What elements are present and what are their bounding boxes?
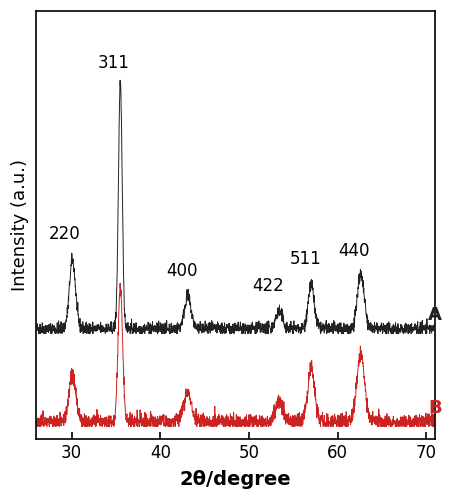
X-axis label: 2θ/degree: 2θ/degree — [180, 470, 291, 489]
Text: B: B — [428, 399, 442, 417]
Text: 220: 220 — [49, 225, 80, 243]
Text: A: A — [428, 306, 442, 324]
Text: 440: 440 — [338, 242, 370, 260]
Text: 511: 511 — [290, 250, 321, 268]
Text: 422: 422 — [252, 276, 284, 294]
Y-axis label: Intensity (a.u.): Intensity (a.u.) — [11, 159, 29, 291]
Text: 400: 400 — [166, 262, 197, 280]
Text: 311: 311 — [98, 54, 130, 72]
